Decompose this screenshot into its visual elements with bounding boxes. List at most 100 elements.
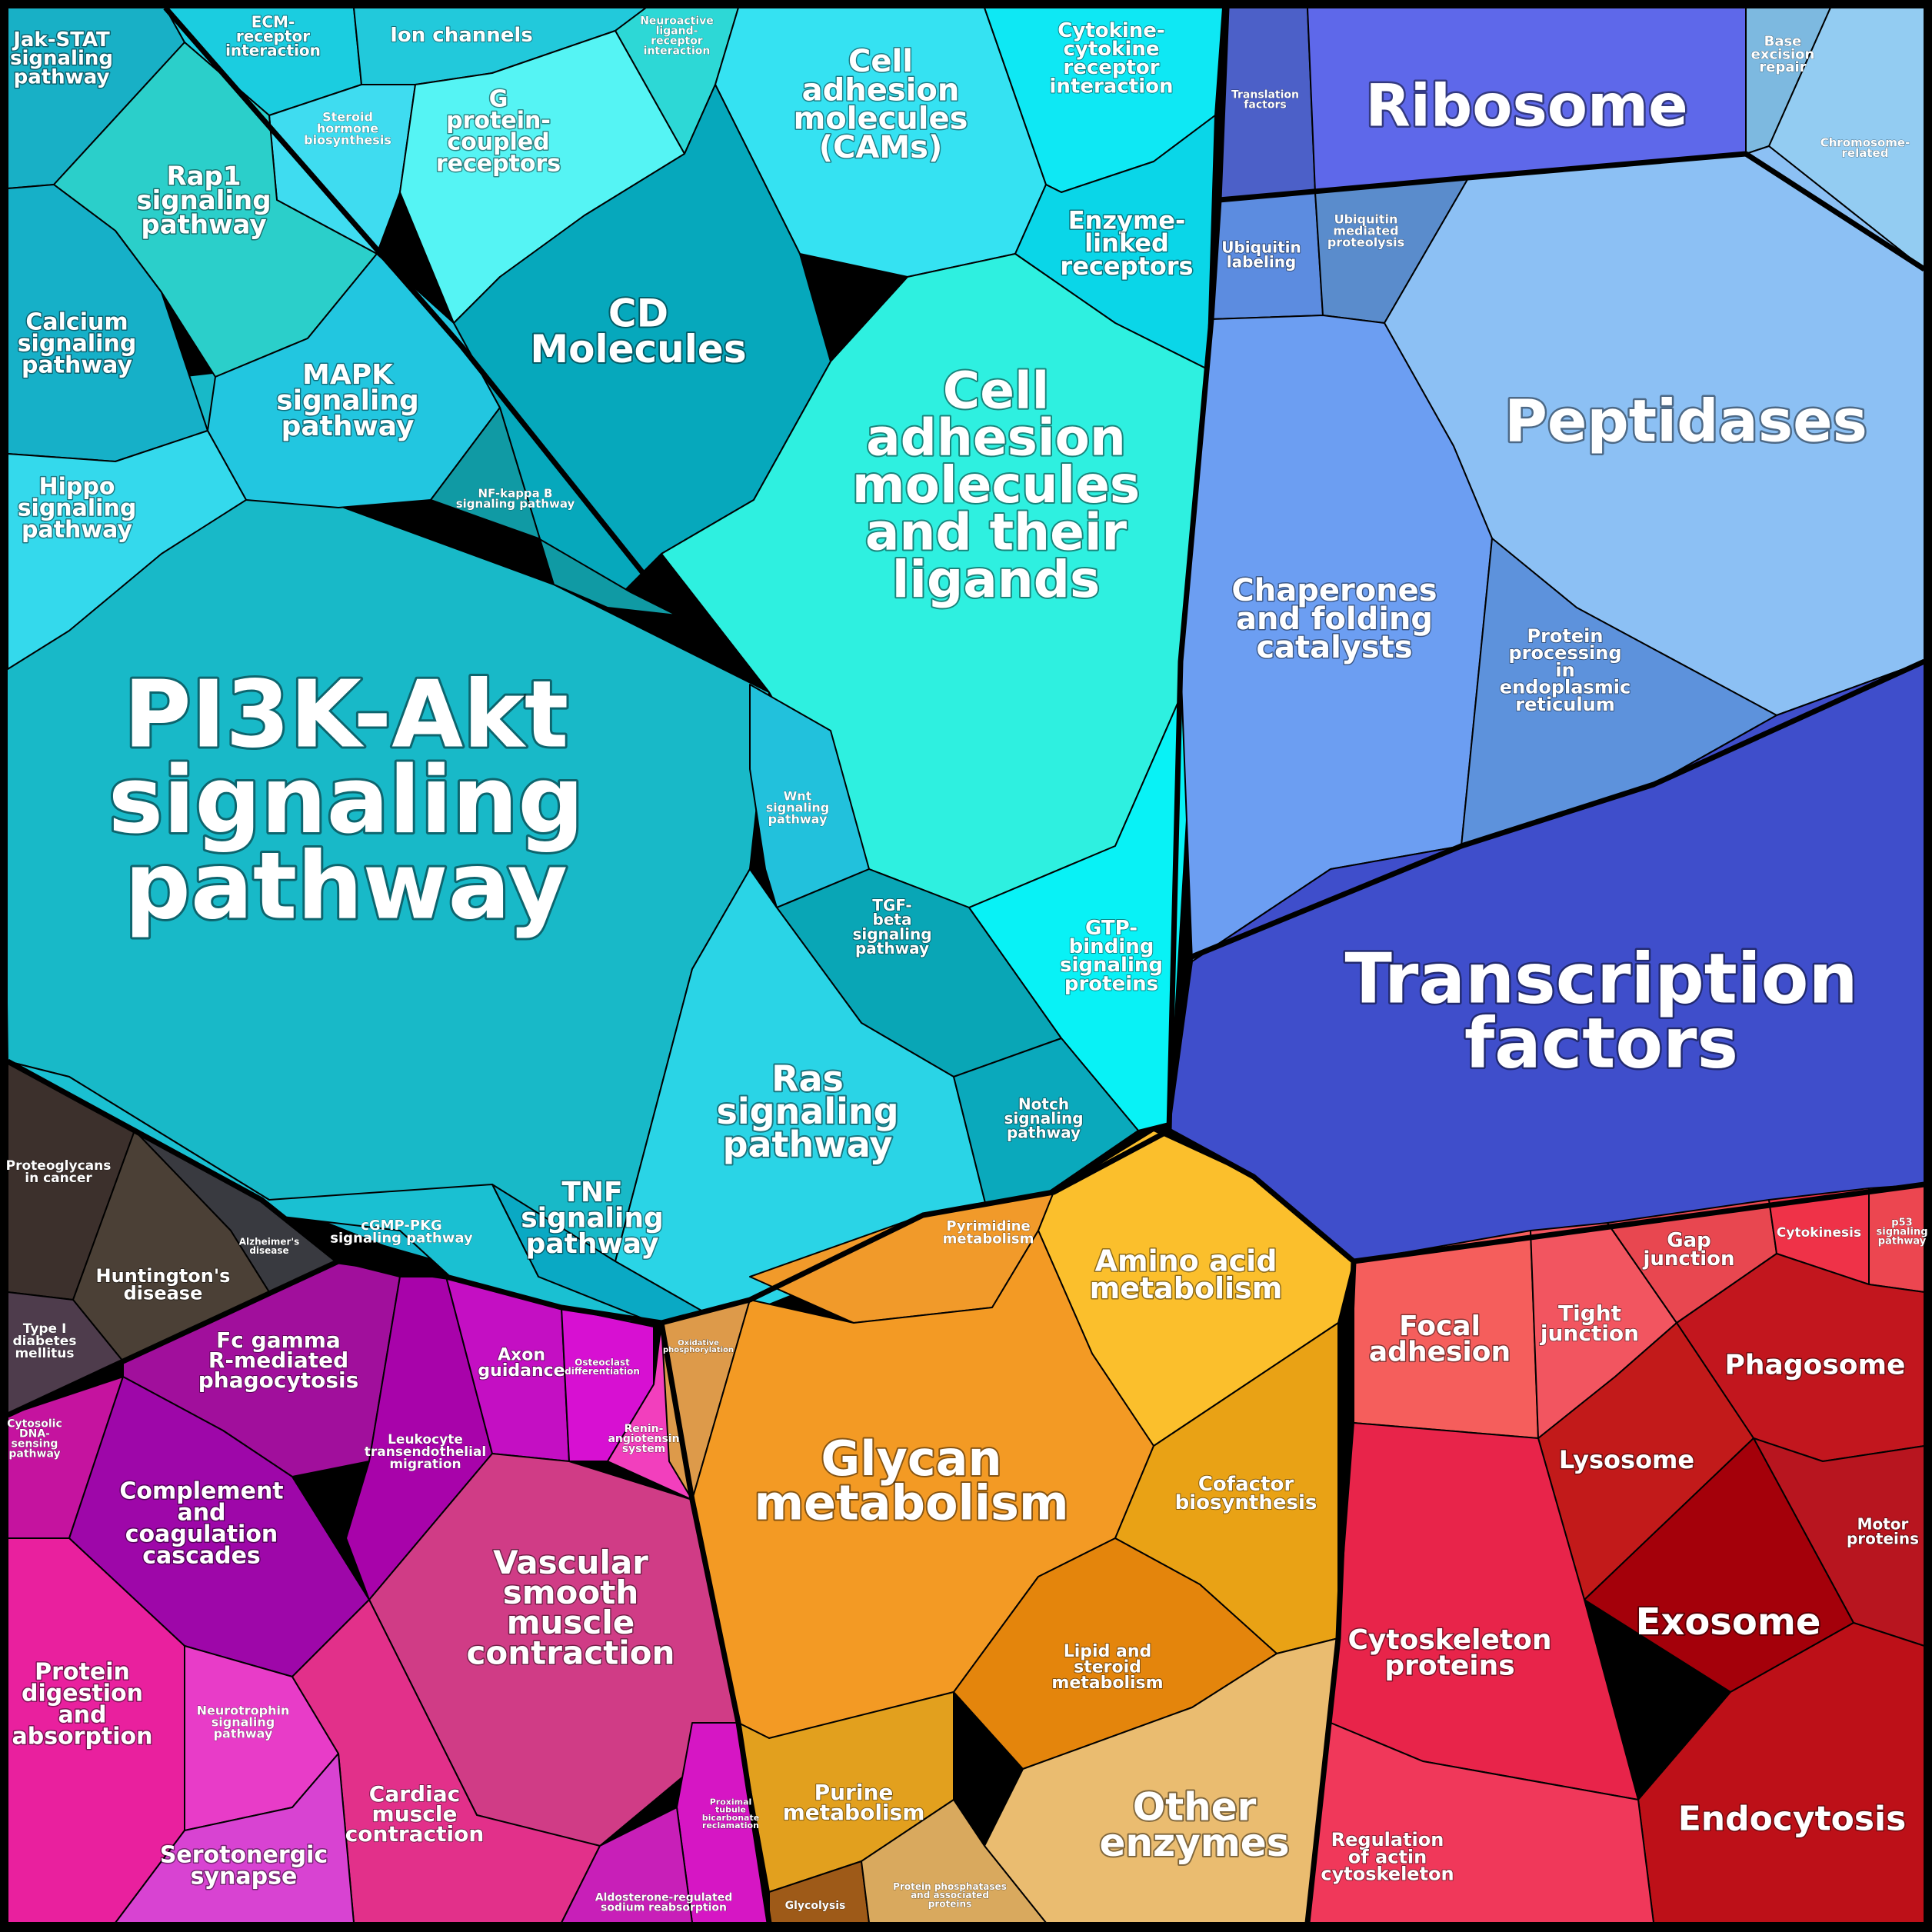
label-line: pathway <box>723 1124 893 1165</box>
label-line: pathway <box>1007 1124 1081 1142</box>
label-line: sensing <box>12 1437 58 1450</box>
label-leukocyte: Leukocyte transendothelial migration <box>365 1432 486 1472</box>
label-line: PI3K-Akt <box>124 661 569 768</box>
label-line: steroid <box>1074 1658 1141 1677</box>
label-line: proteins <box>1384 1650 1514 1681</box>
label-line: factors <box>1244 98 1286 111</box>
label-line: tubule <box>715 1805 746 1815</box>
border-transcription <box>1179 658 1926 964</box>
label-regulation-actin: Regulation of actin cytoskeleton <box>1321 1829 1454 1885</box>
label-line: metabolism <box>943 1231 1034 1247</box>
label-rap1: Rap1 signaling pathway <box>136 161 271 240</box>
label-glycan: Glycan metabolism <box>754 1431 1068 1531</box>
label-steroid-hormone: Steroid hormone biosynthesis <box>304 110 391 148</box>
label-line: angiotensin <box>608 1433 679 1445</box>
label-line: Enzyme- <box>1068 205 1185 235</box>
label-serotonergic: Serotonergic synapse <box>160 1842 328 1890</box>
label-line: and <box>177 1500 225 1527</box>
label-line: Rap1 <box>166 161 241 192</box>
label-line: contraction <box>467 1634 675 1671</box>
label-ber: Base excision repair <box>1751 34 1815 75</box>
label-line: Vascular <box>493 1544 648 1581</box>
label-line: signaling <box>716 1091 898 1132</box>
label-line: Gap <box>1667 1229 1711 1252</box>
label-line: CD <box>608 291 668 335</box>
label-line: interaction <box>1050 75 1174 98</box>
label-line: receptors <box>1060 251 1193 281</box>
label-line: Translation <box>1231 88 1299 101</box>
label-line: junction <box>1540 1321 1639 1346</box>
label-line: Aldosterone-regulated <box>595 1891 732 1904</box>
label-phagosome: Phagosome <box>1725 1350 1906 1381</box>
label-line: proteins <box>1064 972 1158 995</box>
label-line: sodium reabsorption <box>601 1901 727 1914</box>
label-line: proteins <box>1847 1529 1919 1547</box>
label-line: pathway <box>125 834 568 941</box>
label-line: Lipid and <box>1064 1642 1152 1661</box>
label-line: Steroid <box>322 110 373 125</box>
label-cardiac: Cardiac muscle contraction <box>345 1781 485 1847</box>
cellular-group <box>1307 1184 1925 1924</box>
label-fc-gamma: Fc gamma R-mediated phagocytosis <box>198 1327 359 1393</box>
label-line: interaction <box>644 45 711 57</box>
region-aldosterone <box>561 1807 693 1924</box>
label-line: contraction <box>345 1821 485 1847</box>
label-line: receptor <box>1063 56 1159 79</box>
label-line: ECM- <box>251 12 295 31</box>
label-line: related <box>1842 146 1889 160</box>
label-line: Hippo <box>39 474 115 501</box>
label-line: Base <box>1764 34 1802 50</box>
label-line: mediated <box>1333 224 1398 238</box>
label-line: Renin- <box>625 1423 664 1435</box>
border-genetic-cellular <box>1353 1181 1925 1264</box>
label-line: receptor <box>236 27 310 45</box>
border-pi3k-diag <box>163 5 679 618</box>
label-line: signaling <box>108 748 584 854</box>
region-pi3k-lower <box>7 1061 655 1324</box>
label-hippo: Hippo signaling pathway <box>18 474 137 544</box>
label-line: signaling <box>1004 1109 1083 1128</box>
label-line: Purine <box>814 1780 894 1805</box>
label-peptidases: Peptidases <box>1504 387 1867 455</box>
label-line: labeling <box>1227 252 1297 271</box>
label-line: synapse <box>191 1864 298 1890</box>
label-ubiquitin-proteolysis: Ubiquitin mediated proteolysis <box>1327 212 1404 250</box>
label-line: metabolism <box>783 1800 925 1825</box>
region-protein-phosphatases <box>861 1799 1047 1924</box>
label-notch: Notch signaling pathway <box>1004 1094 1083 1141</box>
label-line: disease <box>124 1283 203 1304</box>
label-line: Notch <box>1018 1094 1069 1113</box>
label-line: Osteoclast <box>575 1357 630 1368</box>
label-line: and <box>58 1702 106 1729</box>
genetic-group <box>1168 7 1925 1262</box>
label-line: cytoskeleton <box>1321 1864 1454 1885</box>
region-serotonergic <box>115 1753 355 1924</box>
label-line: linked <box>1084 228 1169 258</box>
label-proximal: Proximal tubule bicarbonate reclamation <box>702 1797 759 1831</box>
region-hippo <box>7 430 247 670</box>
label-line: Alzheimer's <box>239 1237 300 1247</box>
label-line: Jak-STAT <box>12 28 110 52</box>
label-other-enzymes: Other enzymes <box>1100 1784 1290 1865</box>
label-line: pathway <box>14 65 110 88</box>
label-jak-stat: Jak-STAT signaling pathway <box>10 28 113 88</box>
label-line: Motor <box>1857 1515 1909 1534</box>
label-line: diabetes <box>13 1334 77 1349</box>
label-line: cascades <box>142 1542 261 1569</box>
signaling-group <box>0 7 1224 1324</box>
label-mapk: MAPK signaling pathway <box>276 359 419 442</box>
label-line: migration <box>389 1457 461 1472</box>
border-signaling-disease <box>6 1058 341 1264</box>
label-cd: CD Molecules <box>530 291 746 371</box>
label-purine: Purine metabolism <box>783 1780 925 1825</box>
label-line: bicarbonate <box>702 1813 759 1823</box>
label-line: Protein <box>1527 625 1604 647</box>
label-focal: Focal adhesion <box>1369 1311 1511 1367</box>
label-chromosome: Chromosome-related <box>1820 135 1910 160</box>
label-line: Glycolysis <box>785 1900 846 1912</box>
label-ecm: ECM-receptor interaction <box>225 12 321 59</box>
